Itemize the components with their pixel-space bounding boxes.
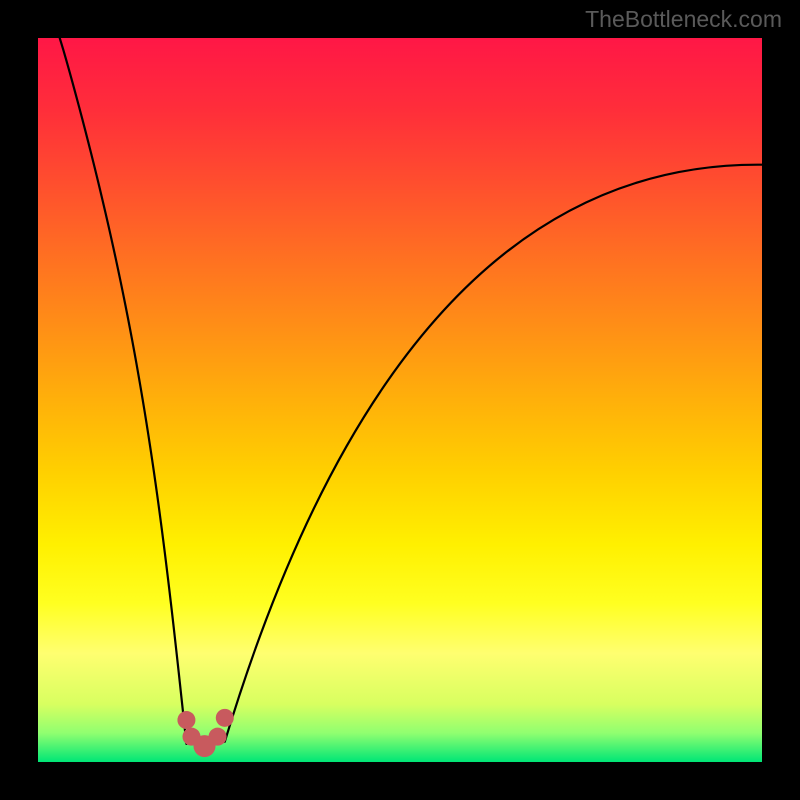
plot-svg	[38, 38, 762, 762]
valley-marker-dot	[209, 728, 227, 746]
valley-marker-dot	[177, 711, 195, 729]
gradient-background	[38, 38, 762, 762]
valley-marker-dot	[216, 709, 234, 727]
chart-container: TheBottleneck.com	[0, 0, 800, 800]
plot-area	[38, 38, 762, 762]
watermark-text: TheBottleneck.com	[585, 6, 782, 33]
